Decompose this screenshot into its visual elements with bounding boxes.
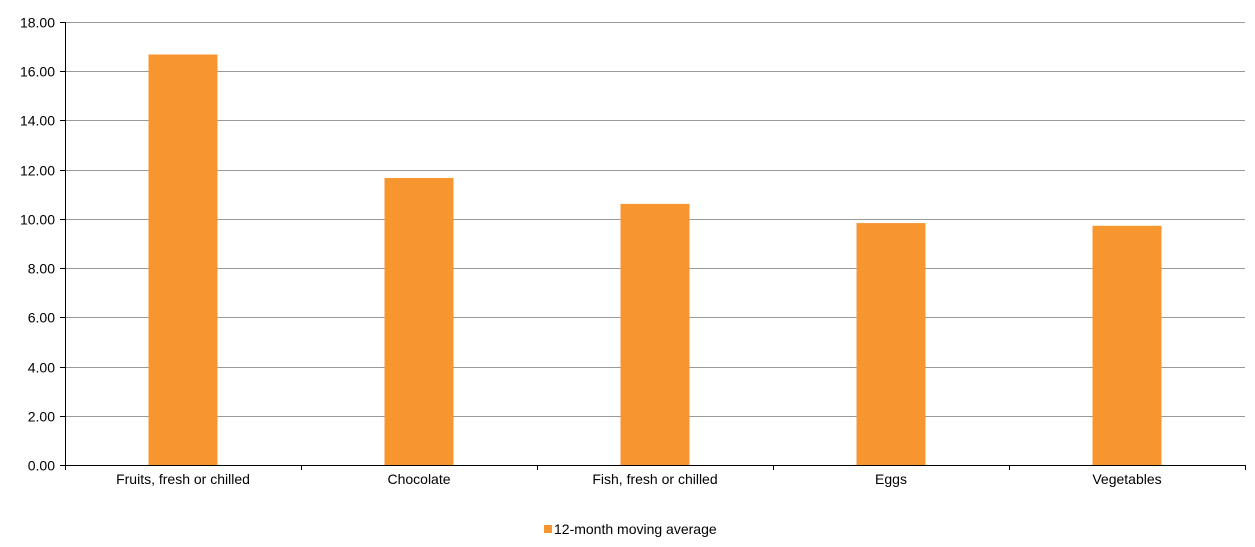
y-tick-label: 6.00 [28,310,55,326]
y-tick-label: 12.00 [20,163,55,179]
bar [149,54,218,465]
bar [621,204,690,465]
y-tick-label: 14.00 [20,113,55,129]
y-tick-label: 4.00 [28,360,55,376]
y-tick-label: 0.00 [28,458,55,474]
x-tick-label: Vegetables [1092,471,1161,487]
x-tick-labels: Fruits, fresh or chilled Chocolate Fish, f… [116,471,1162,487]
legend: 12-month moving average [544,521,717,537]
x-tick-label: Eggs [875,471,907,487]
y-tick-label: 2.00 [28,409,55,425]
x-tick-label: Fish, fresh or chilled [592,471,717,487]
y-tick-labels: 0.00 2.00 4.00 6.00 8.00 10.00 12.00 14.00 16.00… [20,15,55,474]
x-tick-label: Fruits, fresh or chilled [116,471,250,487]
y-tick-label: 10.00 [20,212,55,228]
legend-swatch [544,525,552,533]
y-tick-label: 18.00 [20,15,55,31]
y-tick-label: 8.00 [28,261,55,277]
bars [149,54,1162,465]
bar [857,223,926,465]
y-tick-label: 16.00 [20,64,55,80]
bar [385,178,454,465]
bar [1093,226,1162,465]
x-tick-label: Chocolate [387,471,450,487]
legend-label: 12-month moving average [554,521,717,537]
